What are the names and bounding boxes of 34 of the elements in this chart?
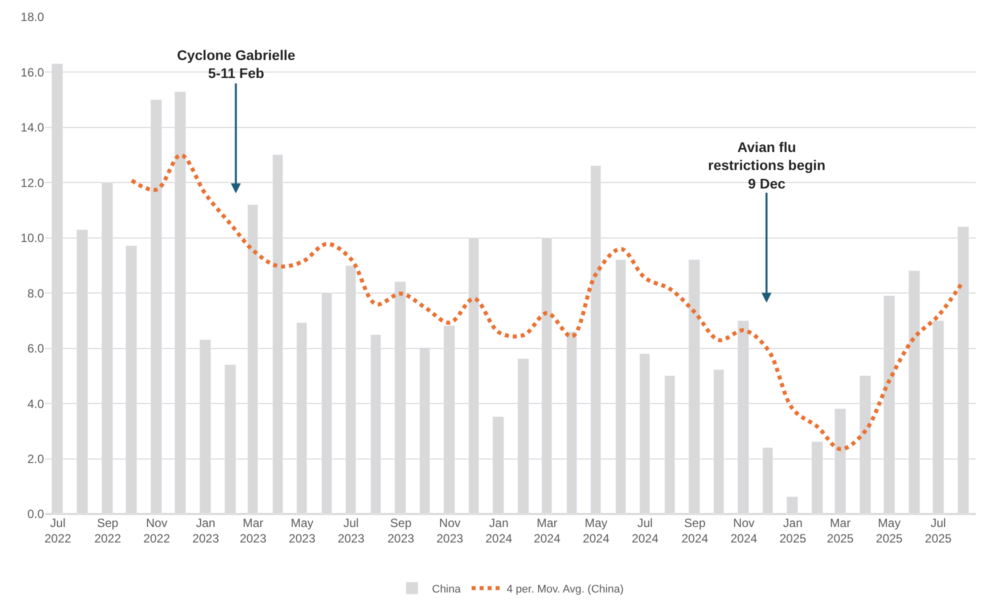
legend-label: China bbox=[432, 583, 462, 596]
x-tick-label: Jul 2025 bbox=[924, 516, 952, 546]
x-tick-label: Jul 2024 bbox=[632, 516, 659, 546]
x-tick-label: May 2025 bbox=[876, 516, 903, 546]
y-tick-label: 16.0 bbox=[20, 65, 44, 80]
x-tick-label: Sep 2023 bbox=[388, 516, 415, 546]
x-tick-label: Jul 2022 bbox=[44, 516, 72, 546]
y-tick-label: 18.0 bbox=[20, 10, 44, 24]
y-tick-label: 8.0 bbox=[27, 286, 44, 300]
x-tick-label: Mar 2025 bbox=[826, 516, 854, 546]
y-tick-label: 14.0 bbox=[20, 120, 44, 135]
x-tick-label: Mar 2024 bbox=[534, 516, 561, 546]
y-tick-label: 6.0 bbox=[27, 342, 44, 356]
x-tick-label: Jan 2025 bbox=[780, 516, 807, 546]
x-tick-label: May 2024 bbox=[582, 516, 610, 546]
x-tick-label: Nov 2023 bbox=[436, 516, 464, 546]
x-tick-label: May 2023 bbox=[288, 516, 316, 546]
y-tick-label: 0.0 bbox=[27, 507, 44, 522]
y-tick-label: 12.0 bbox=[20, 176, 44, 190]
x-tick-label: Jul 2023 bbox=[338, 516, 365, 546]
x-tick-label: Jan 2023 bbox=[192, 516, 220, 546]
x-tick-label: Nov 2024 bbox=[730, 516, 758, 546]
annotation: Cyclone Gabrielle 5-11 Feb bbox=[177, 47, 296, 82]
annotation: Avian flu restrictions begin 9 Dec bbox=[708, 139, 826, 192]
x-tick-label: Sep 2022 bbox=[94, 516, 122, 546]
legend-label: 4 per. Mov. Avg. (China) bbox=[506, 583, 624, 596]
x-tick-label: Mar 2023 bbox=[240, 516, 267, 546]
x-tick-label: Jan 2024 bbox=[486, 516, 513, 546]
y-tick-label: 4.0 bbox=[27, 396, 44, 411]
y-tick-label: 10.0 bbox=[20, 231, 44, 246]
x-tick-label: Sep 2024 bbox=[682, 516, 709, 546]
x-tick-label: Nov 2022 bbox=[143, 516, 170, 546]
y-tick-label: 2.0 bbox=[27, 452, 44, 466]
line-series bbox=[130, 153, 966, 452]
